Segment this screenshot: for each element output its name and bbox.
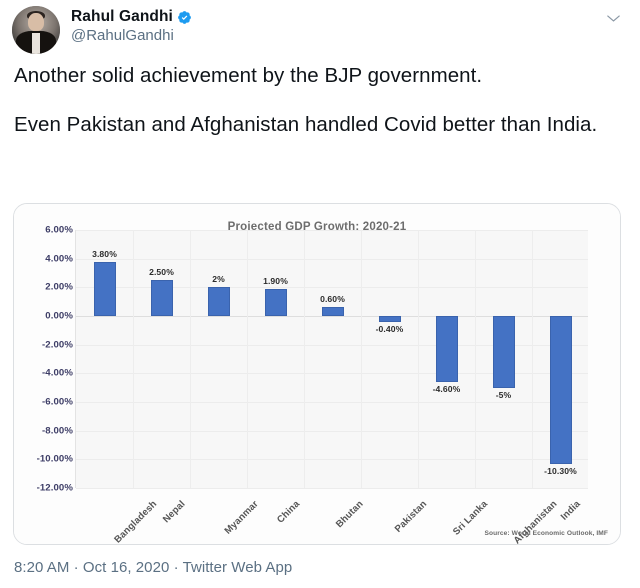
chart-gridline [76,230,588,231]
chart-bar-value-label: 1.90% [263,275,288,286]
chart-bar-value-label: -0.40% [375,323,404,334]
chart-source-note: Source: World Economic Outlook, IMF [484,530,608,537]
chart-category-label: Pakistan [392,498,429,535]
tweet-paragraph-1: Another solid achievement by the BJP gov… [14,64,483,87]
chart-category-separator [133,230,134,488]
chart-category-separator [475,230,476,488]
chart-bar-value-label: -5% [495,389,512,400]
chart-category-separator [532,230,533,488]
avatar-face [28,12,44,31]
chart-bar [321,307,344,316]
chart-y-tick-label: -4.00% [42,367,73,379]
chart-gridline [76,459,588,461]
chart-gridline [76,287,588,289]
tweet-header: Rahul Gandhi @RahulGandhi [0,0,640,56]
tweet-paragraph-2: Even Pakistan and Afghanistan handled Co… [14,113,598,137]
chart-bar-value-label: 3.80% [92,248,117,259]
chart-bar-value-label: -10.30% [544,465,577,476]
author-handle[interactable]: @RahulGandhi [71,27,174,45]
chart-gridline [76,258,588,260]
chart-bar-value-label: -4.60% [432,383,461,394]
chart-category-label: India [558,498,583,523]
chart-bar [264,288,287,316]
chart-gridline [76,430,588,432]
chart-bar [207,287,230,316]
chart-category-separator [361,230,362,488]
chart-bar [549,316,572,464]
chart-gridline [76,402,588,403]
tweet-timestamp[interactable]: 8:20 AM · Oct 16, 2020 · Twitter Web App [14,559,293,576]
chart-category-separator [304,230,305,488]
chart-y-tick-label: -8.00% [42,425,73,437]
chart-bar-value-label: 2% [212,274,225,285]
chart-category-label: Nepal [160,498,188,526]
chart-bar [150,280,173,316]
paragraph-spacer [14,89,626,111]
chart-gridline [76,488,588,489]
chart-category-separator [418,230,419,488]
chart-y-tick-label: -12.00% [36,482,73,494]
chart-bar [93,261,116,316]
avatar[interactable] [12,6,60,54]
tweet-text: Another solid achievement by the BJP gov… [0,56,640,138]
chart-category-label: Bhutan [333,498,366,531]
chart-plot-area: 3.80% 2.50% 2% 1.90% 0.60% -0.40% -4.60% -5% -10… [75,230,588,489]
chart-gridline [76,344,588,346]
chart-y-axis: 6.00% 4.00% 2.00% 0.00% -2.00% -4.00% -6.00% -8… [14,225,73,494]
chart-y-tick-label: 0.00% [45,310,73,322]
chart-y-tick-label: 4.00% [45,253,73,265]
chart-bar-value-label: 0.60% [320,294,345,305]
chart-category-label: Bangladesh [111,498,159,545]
chart-y-tick-label: -6.00% [42,396,73,408]
chart-y-tick-label: -2.00% [42,339,73,351]
chevron-down-icon[interactable] [603,8,623,28]
chart-gridline [76,373,588,375]
chart-category-label: Myanmar [222,498,261,537]
display-name[interactable]: Rahul Gandhi [71,8,173,25]
avatar-shirt [32,32,40,54]
verified-badge-icon [177,10,192,25]
chart-y-tick-label: 6.00% [45,224,73,236]
chart-y-tick-label: -10.00% [36,453,73,465]
chart-bar-value-label: 2.50% [149,267,174,278]
display-name-row: Rahul Gandhi [71,8,192,26]
chart-zero-line [76,316,588,317]
chart-bar [435,316,458,382]
chart-bar [492,316,515,388]
chart-category-separator [190,230,191,488]
chart-media-card[interactable]: Projected GDP Growth: 2020-21 6.00% 4.00%… [13,203,621,545]
chart-category-label: China [274,498,302,526]
chart-category-label: Afghanistan [511,498,559,545]
chart-category-separator [247,230,248,488]
chart-bar [378,316,401,322]
chart-y-tick-label: 2.00% [45,281,73,293]
author-name-block: Rahul Gandhi @RahulGandhi [71,6,192,45]
chart-container: Projected GDP Growth: 2020-21 6.00% 4.00%… [14,204,620,544]
